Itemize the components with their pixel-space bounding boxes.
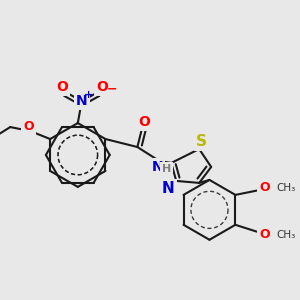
Text: O: O xyxy=(56,80,68,94)
Text: O: O xyxy=(259,228,270,241)
Text: +: + xyxy=(84,90,93,100)
Text: −: − xyxy=(106,83,117,96)
Text: N: N xyxy=(162,182,175,196)
Text: CH₃: CH₃ xyxy=(276,230,296,240)
Text: O: O xyxy=(96,80,108,94)
Text: O: O xyxy=(259,182,270,194)
Text: N: N xyxy=(152,160,163,174)
Text: H: H xyxy=(162,164,171,174)
Text: CH₃: CH₃ xyxy=(276,183,296,193)
Text: O: O xyxy=(138,115,150,129)
Text: O: O xyxy=(23,120,34,133)
Text: S: S xyxy=(196,134,207,148)
Text: N: N xyxy=(76,94,88,108)
